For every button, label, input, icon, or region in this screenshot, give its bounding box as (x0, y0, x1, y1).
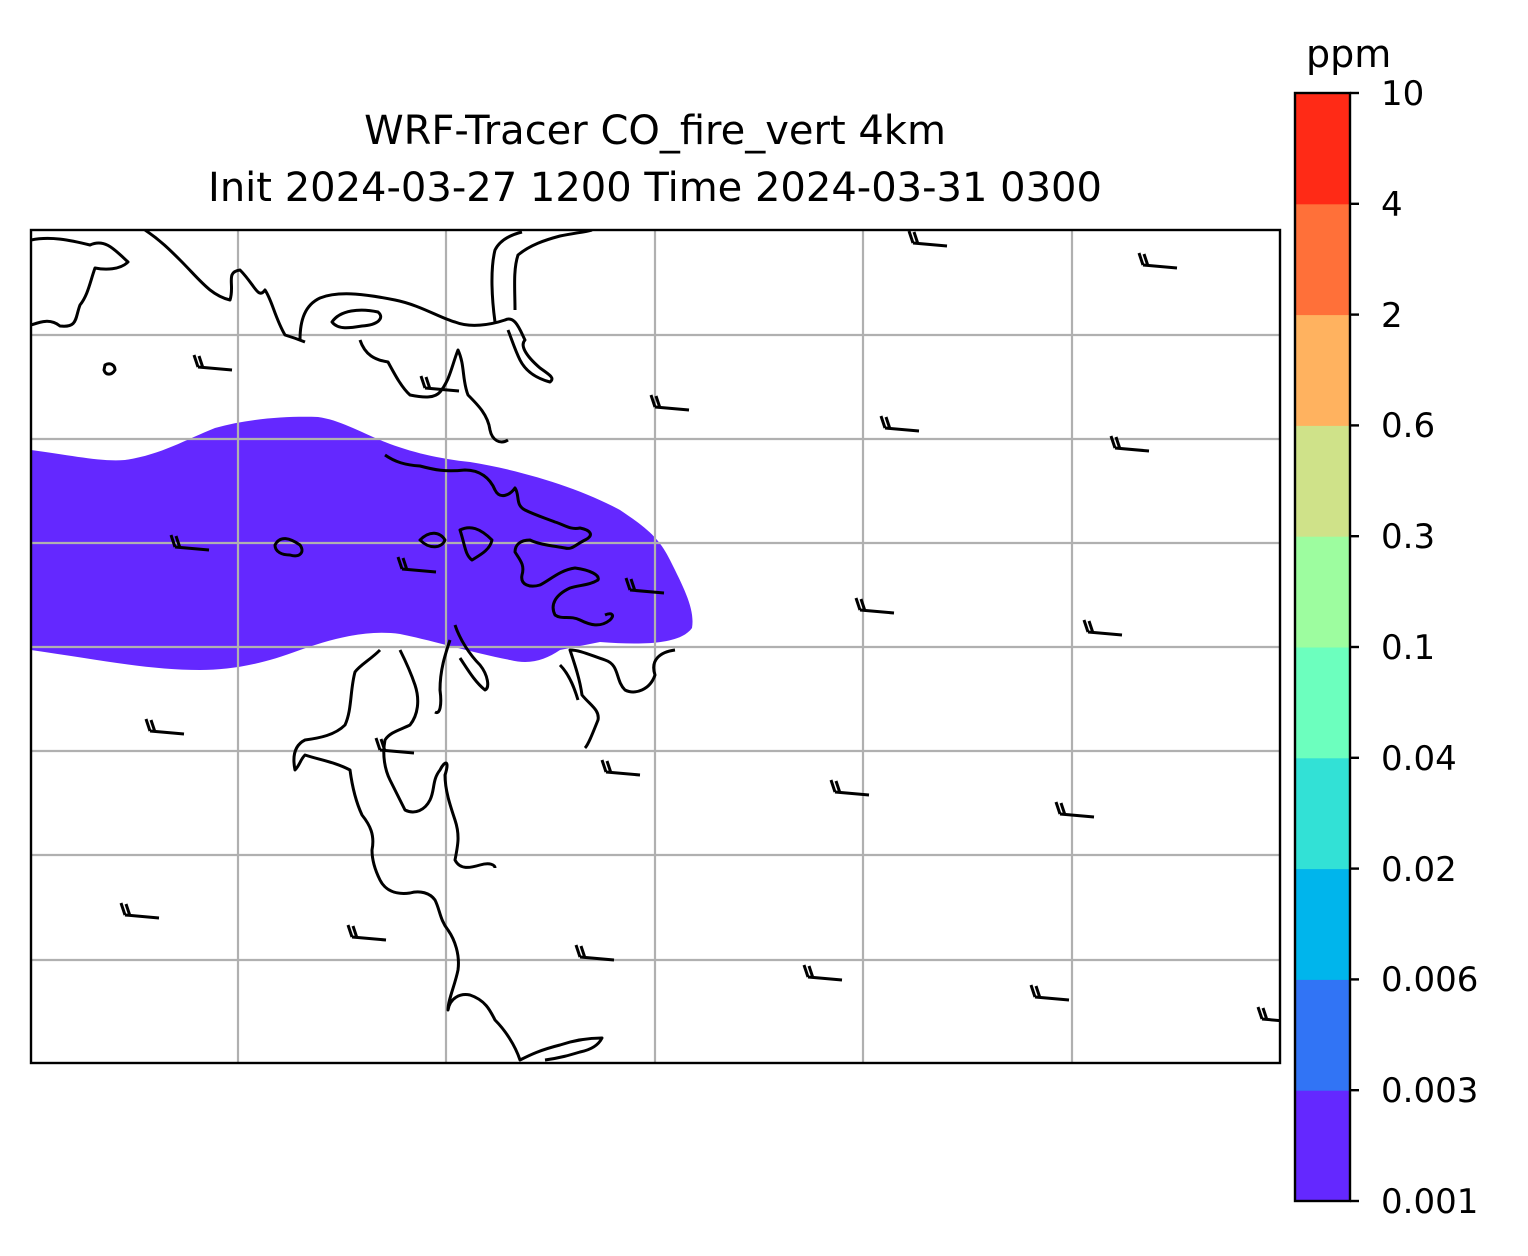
colorbar-segment (1295, 979, 1350, 1091)
colorbar-segment (1295, 425, 1350, 537)
coastline-south-bay (434, 624, 490, 715)
wind-barbs (119, 230, 1280, 1023)
coastline-south-peninsula (292, 648, 604, 1062)
map-title-line-1: WRF-Tracer CO_fire_vert 4km (364, 108, 946, 154)
island-2 (418, 531, 447, 549)
coastlines (31, 230, 676, 1062)
wind-barb (1137, 252, 1178, 270)
coastline-mid-inlets (384, 453, 614, 627)
colorbar-tick-label: 0.006 (1381, 960, 1479, 1001)
island-1 (330, 308, 383, 330)
map-frame (29, 228, 1282, 1065)
wind-barb (1082, 619, 1123, 637)
wind-barb (854, 597, 895, 615)
colorbar-segment (1295, 536, 1350, 648)
colorbar-segment (1295, 647, 1350, 759)
colorbar-tick-label: 0.003 (1381, 1071, 1479, 1112)
colorbar-segment (1295, 757, 1350, 870)
colorbar (1293, 91, 1359, 1203)
wind-barb (346, 924, 387, 942)
wind-barb (829, 779, 870, 797)
coastline-peninsula (558, 648, 676, 750)
wind-barb (1109, 435, 1150, 453)
wind-barb (879, 415, 920, 433)
colorbar-tick-label: 4 (1381, 184, 1403, 225)
colorbar-tick-label: 0.3 (1381, 517, 1436, 558)
wind-barb (169, 534, 210, 552)
coastline-south-inner (382, 649, 497, 869)
island-5 (102, 362, 117, 376)
coastline-inlet (490, 230, 593, 323)
colorbar-tick-label: 0.1 (1381, 628, 1436, 668)
island-4 (273, 537, 304, 558)
wind-barb (374, 737, 415, 755)
colorbar-segment (1295, 93, 1350, 205)
wind-barb (1054, 801, 1095, 819)
colorbar-segment (1295, 1090, 1350, 1202)
wind-barb (649, 394, 690, 412)
colorbar-tick-label: 0.6 (1381, 406, 1436, 447)
colorbar-tick-label: 0.001 (1381, 1182, 1479, 1222)
wind-barb (1256, 1006, 1280, 1023)
coastline-north-upper (144, 230, 306, 344)
coastline-channel (358, 339, 509, 444)
wind-barb (119, 902, 160, 920)
colorbar-tick-label: 10 (1381, 74, 1425, 114)
wind-barb (419, 375, 460, 393)
island-3 (458, 526, 494, 562)
colorbar-unit-label: ppm (1306, 32, 1392, 76)
colorbar-tick-label: 2 (1381, 295, 1403, 336)
colorbar-tick-label: 0.04 (1381, 738, 1457, 779)
wind-barb (192, 354, 233, 372)
wind-barb (396, 556, 437, 574)
wind-barb (1029, 984, 1070, 1002)
colorbar-segment (1295, 314, 1350, 426)
colorbar-tick-label: 0.02 (1381, 849, 1457, 890)
map-title-line-2: Init 2024-03-27 1200 Time 2024-03-31 030… (208, 165, 1102, 211)
map-gridlines (31, 230, 1280, 1063)
wind-barb (624, 577, 665, 595)
wind-barb (802, 964, 843, 982)
coastline-northwest (31, 236, 130, 328)
coastline-north-bay (298, 292, 554, 384)
colorbar-segment (1295, 203, 1350, 316)
wind-barb (600, 759, 641, 777)
wind-barb (574, 944, 615, 962)
wind-barb (907, 230, 948, 248)
colorbar-segment (1295, 868, 1350, 980)
wind-barb (144, 718, 185, 736)
